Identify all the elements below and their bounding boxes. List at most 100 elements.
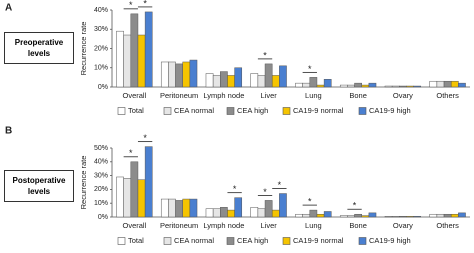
bar — [175, 63, 183, 88]
legend-label: CA19-9 normal — [293, 106, 344, 115]
legend-swatch — [117, 237, 126, 245]
significance-marker: * — [263, 50, 267, 60]
bar — [339, 215, 348, 218]
bar — [458, 212, 466, 218]
bar — [443, 80, 452, 88]
bar — [436, 213, 445, 218]
significance-marker: * — [129, 148, 133, 158]
bar — [264, 200, 273, 218]
bar — [168, 61, 176, 88]
legend-swatch — [226, 237, 235, 245]
x-tick-label: Lymph node — [203, 221, 244, 230]
bar — [316, 213, 325, 218]
panel-title: Preoperative levels — [4, 32, 74, 64]
bar — [361, 215, 370, 218]
bar — [220, 207, 228, 218]
bar — [384, 85, 393, 88]
legend-swatch — [282, 107, 291, 115]
y-tick-label: 40% — [94, 159, 108, 166]
legend-swatch — [282, 237, 291, 245]
bar — [413, 85, 422, 88]
bar — [458, 82, 466, 88]
legend-swatch — [163, 107, 172, 115]
bar — [144, 146, 153, 218]
bar — [399, 216, 407, 218]
bar — [271, 75, 280, 88]
bar — [160, 198, 169, 218]
bar — [144, 11, 153, 88]
y-tick-label: 0% — [98, 214, 108, 221]
y-tick-label: 0% — [98, 84, 108, 91]
bar — [205, 73, 214, 88]
legend-label: Total — [128, 106, 144, 115]
bar — [234, 197, 243, 218]
bar — [227, 75, 235, 88]
bar — [182, 61, 191, 88]
panel-letter: A — [5, 3, 12, 14]
bar — [339, 84, 348, 88]
significance-marker: * — [233, 184, 237, 194]
bar — [323, 211, 332, 218]
bar — [406, 216, 414, 218]
legend-swatch — [358, 107, 367, 115]
bar — [295, 82, 303, 88]
x-tick-label: Bone — [349, 221, 367, 230]
bar — [182, 198, 191, 218]
bar — [234, 67, 243, 88]
panel-letter: B — [5, 126, 12, 137]
x-tick-label: Ovary — [393, 91, 413, 100]
x-tick-label: Peritoneum — [160, 91, 198, 100]
bar — [168, 198, 176, 218]
significance-marker: * — [278, 180, 282, 190]
bar — [212, 208, 221, 218]
bar — [279, 65, 287, 88]
y-tick-label: 10% — [94, 65, 108, 72]
bar — [271, 209, 280, 218]
x-tick-label: Lung — [305, 91, 322, 100]
bar — [347, 215, 355, 218]
bar — [354, 82, 362, 88]
legend-swatch — [358, 237, 367, 245]
y-tick-label: 50% — [94, 145, 108, 152]
significance-marker: * — [308, 196, 312, 206]
y-tick-label: 20% — [94, 45, 108, 52]
bar — [302, 82, 311, 88]
bar — [130, 161, 139, 218]
bar — [309, 77, 318, 88]
bar — [116, 30, 124, 88]
x-tick-label: Lung — [305, 221, 322, 230]
bar — [130, 13, 139, 88]
bar — [391, 216, 400, 218]
y-tick-label: 30% — [94, 172, 108, 179]
bar — [399, 85, 407, 88]
x-tick-label: Ovary — [393, 221, 413, 230]
y-tick-label: 30% — [94, 26, 108, 33]
y-tick-label: 20% — [94, 186, 108, 193]
bar — [323, 79, 332, 88]
bar — [302, 213, 311, 218]
bar — [316, 84, 325, 88]
legend-label: Total — [128, 236, 144, 245]
panel-title: Postoperative levels — [4, 170, 74, 202]
bar — [212, 75, 221, 88]
bar — [361, 84, 370, 88]
bar — [123, 34, 132, 88]
bar — [450, 80, 459, 88]
significance-marker: * — [263, 187, 267, 197]
x-tick-label: Lymph node — [203, 91, 244, 100]
x-tick-label: Peritoneum — [160, 221, 198, 230]
bar — [436, 80, 445, 88]
bar — [391, 85, 400, 88]
bar — [227, 209, 235, 218]
significance-marker: * — [129, 0, 133, 10]
bar — [160, 61, 169, 88]
x-tick-label: Others — [436, 221, 459, 230]
y-axis-label: Recurrence rate — [79, 22, 88, 76]
bar — [450, 213, 459, 218]
x-tick-label: Overall — [122, 91, 146, 100]
bar — [189, 198, 198, 218]
bar — [137, 34, 146, 88]
bar — [137, 179, 146, 218]
bar — [347, 84, 355, 88]
